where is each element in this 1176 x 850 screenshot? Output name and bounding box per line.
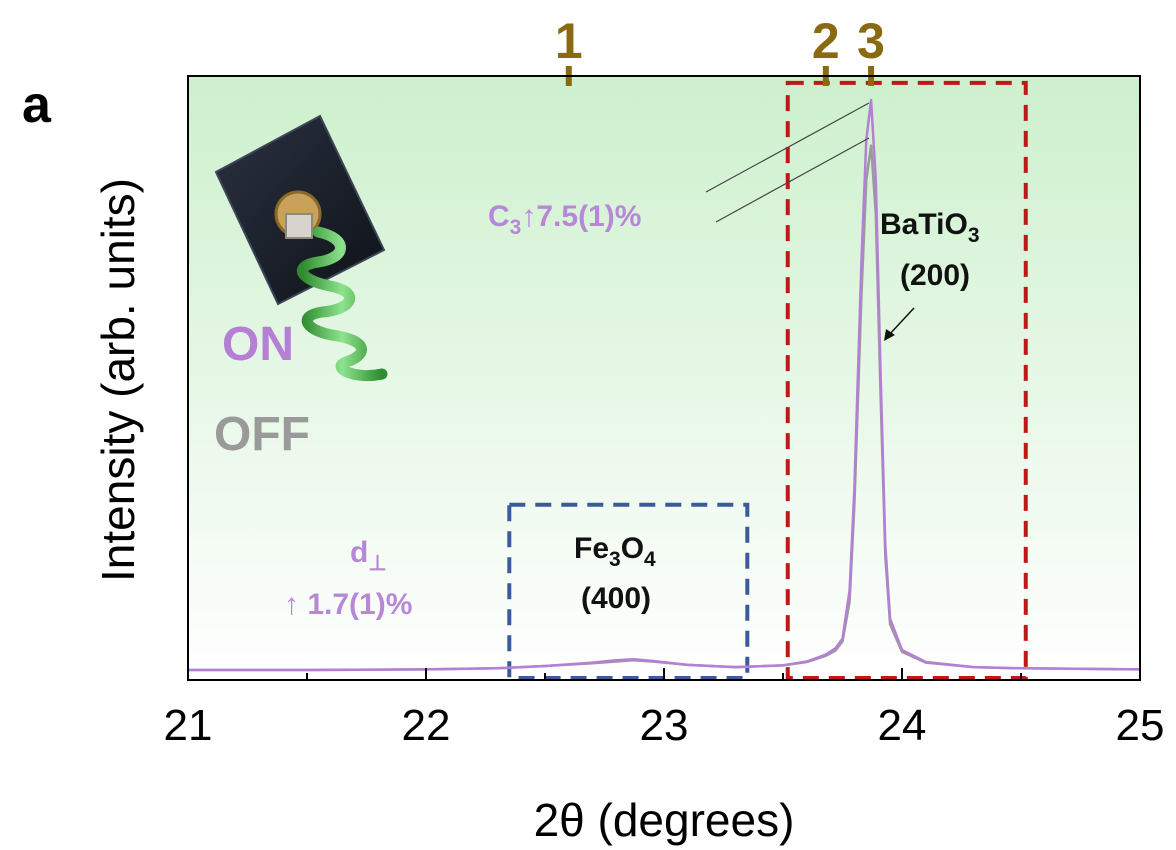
x-axis-title: 2θ (degrees)	[534, 794, 795, 846]
series-line-on	[188, 98, 1141, 672]
c3-leader-line-2	[715, 137, 870, 223]
x-tick-label: 21	[164, 701, 213, 750]
peak-marker-label-2: 2	[812, 13, 840, 69]
sample-cylinder	[285, 213, 313, 239]
dperp-label: d⊥	[350, 536, 387, 575]
series-layer	[188, 98, 1141, 672]
batio3-arrow-head	[884, 329, 895, 341]
batio3-plane: (200)	[900, 259, 970, 292]
x-tick-label: 25	[1116, 701, 1165, 750]
x-axis: 21 22 23 24 25	[164, 668, 1165, 750]
x-tick-label: 23	[640, 701, 689, 750]
x-tick-label: 24	[878, 701, 927, 750]
x-tick-label: 22	[402, 701, 451, 750]
sample-illustration	[214, 114, 388, 382]
c3-leader-line-1	[705, 102, 870, 193]
fe3o4-plane: (400)	[581, 582, 651, 615]
panel-label: a	[22, 76, 52, 134]
light-spring-icon	[296, 226, 388, 382]
legend-on-label: ON	[222, 318, 294, 371]
legend-off-label: OFF	[214, 408, 310, 461]
fe3o4-label: Fe3O4	[574, 532, 656, 571]
c3-annotation: C3↑7.5(1)%	[488, 200, 641, 239]
peak-marker-label-1: 1	[555, 13, 583, 69]
batio3-label: BaTiO3	[880, 208, 980, 247]
dperp-value: ↑ 1.7(1)%	[284, 588, 412, 621]
peak-marker-label-3: 3	[857, 13, 885, 69]
box-batio3	[785, 80, 1028, 680]
batio3-arrow-line	[887, 307, 915, 337]
box-fe3o4	[507, 502, 750, 681]
y-axis-title: Intensity (arb. units)	[92, 178, 144, 582]
highlight-boxes	[507, 80, 1028, 681]
